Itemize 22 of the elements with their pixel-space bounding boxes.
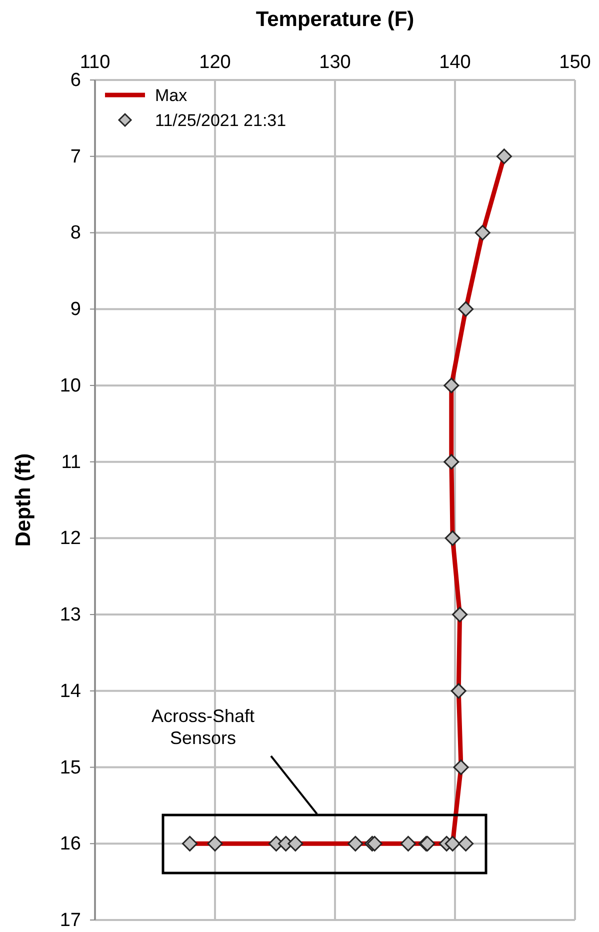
x-tick-label: 150 (559, 52, 591, 73)
y-tick-label: 13 (60, 604, 81, 626)
y-tick-label: 10 (60, 375, 81, 396)
x-tick-label: 110 (80, 52, 110, 73)
y-tick-label: 12 (60, 528, 81, 550)
y-tick-label: 6 (70, 70, 81, 91)
x-tick-label: 120 (199, 52, 231, 73)
y-axis-title: Depth (ft) (12, 453, 35, 547)
y-tick-label: 14 (60, 680, 82, 702)
x-tick-label: 140 (439, 52, 471, 73)
y-tick-label: 11 (61, 452, 81, 473)
y-tick-label: 16 (60, 834, 81, 855)
annotation: Across-Shaft Sensors (151, 706, 255, 748)
x-axis-title: Temperature (F) (256, 8, 414, 31)
y-tick-label: 9 (70, 299, 81, 320)
legend-label: 11/25/2021 21:31 (155, 111, 286, 130)
y-tick-label: 17 (60, 910, 81, 931)
legend-label: Max (155, 86, 188, 105)
y-tick-label: 7 (70, 146, 81, 168)
y-tick-label: 15 (60, 757, 81, 778)
x-tick-label: 130 (319, 52, 351, 73)
y-tick-label: 8 (70, 222, 81, 244)
